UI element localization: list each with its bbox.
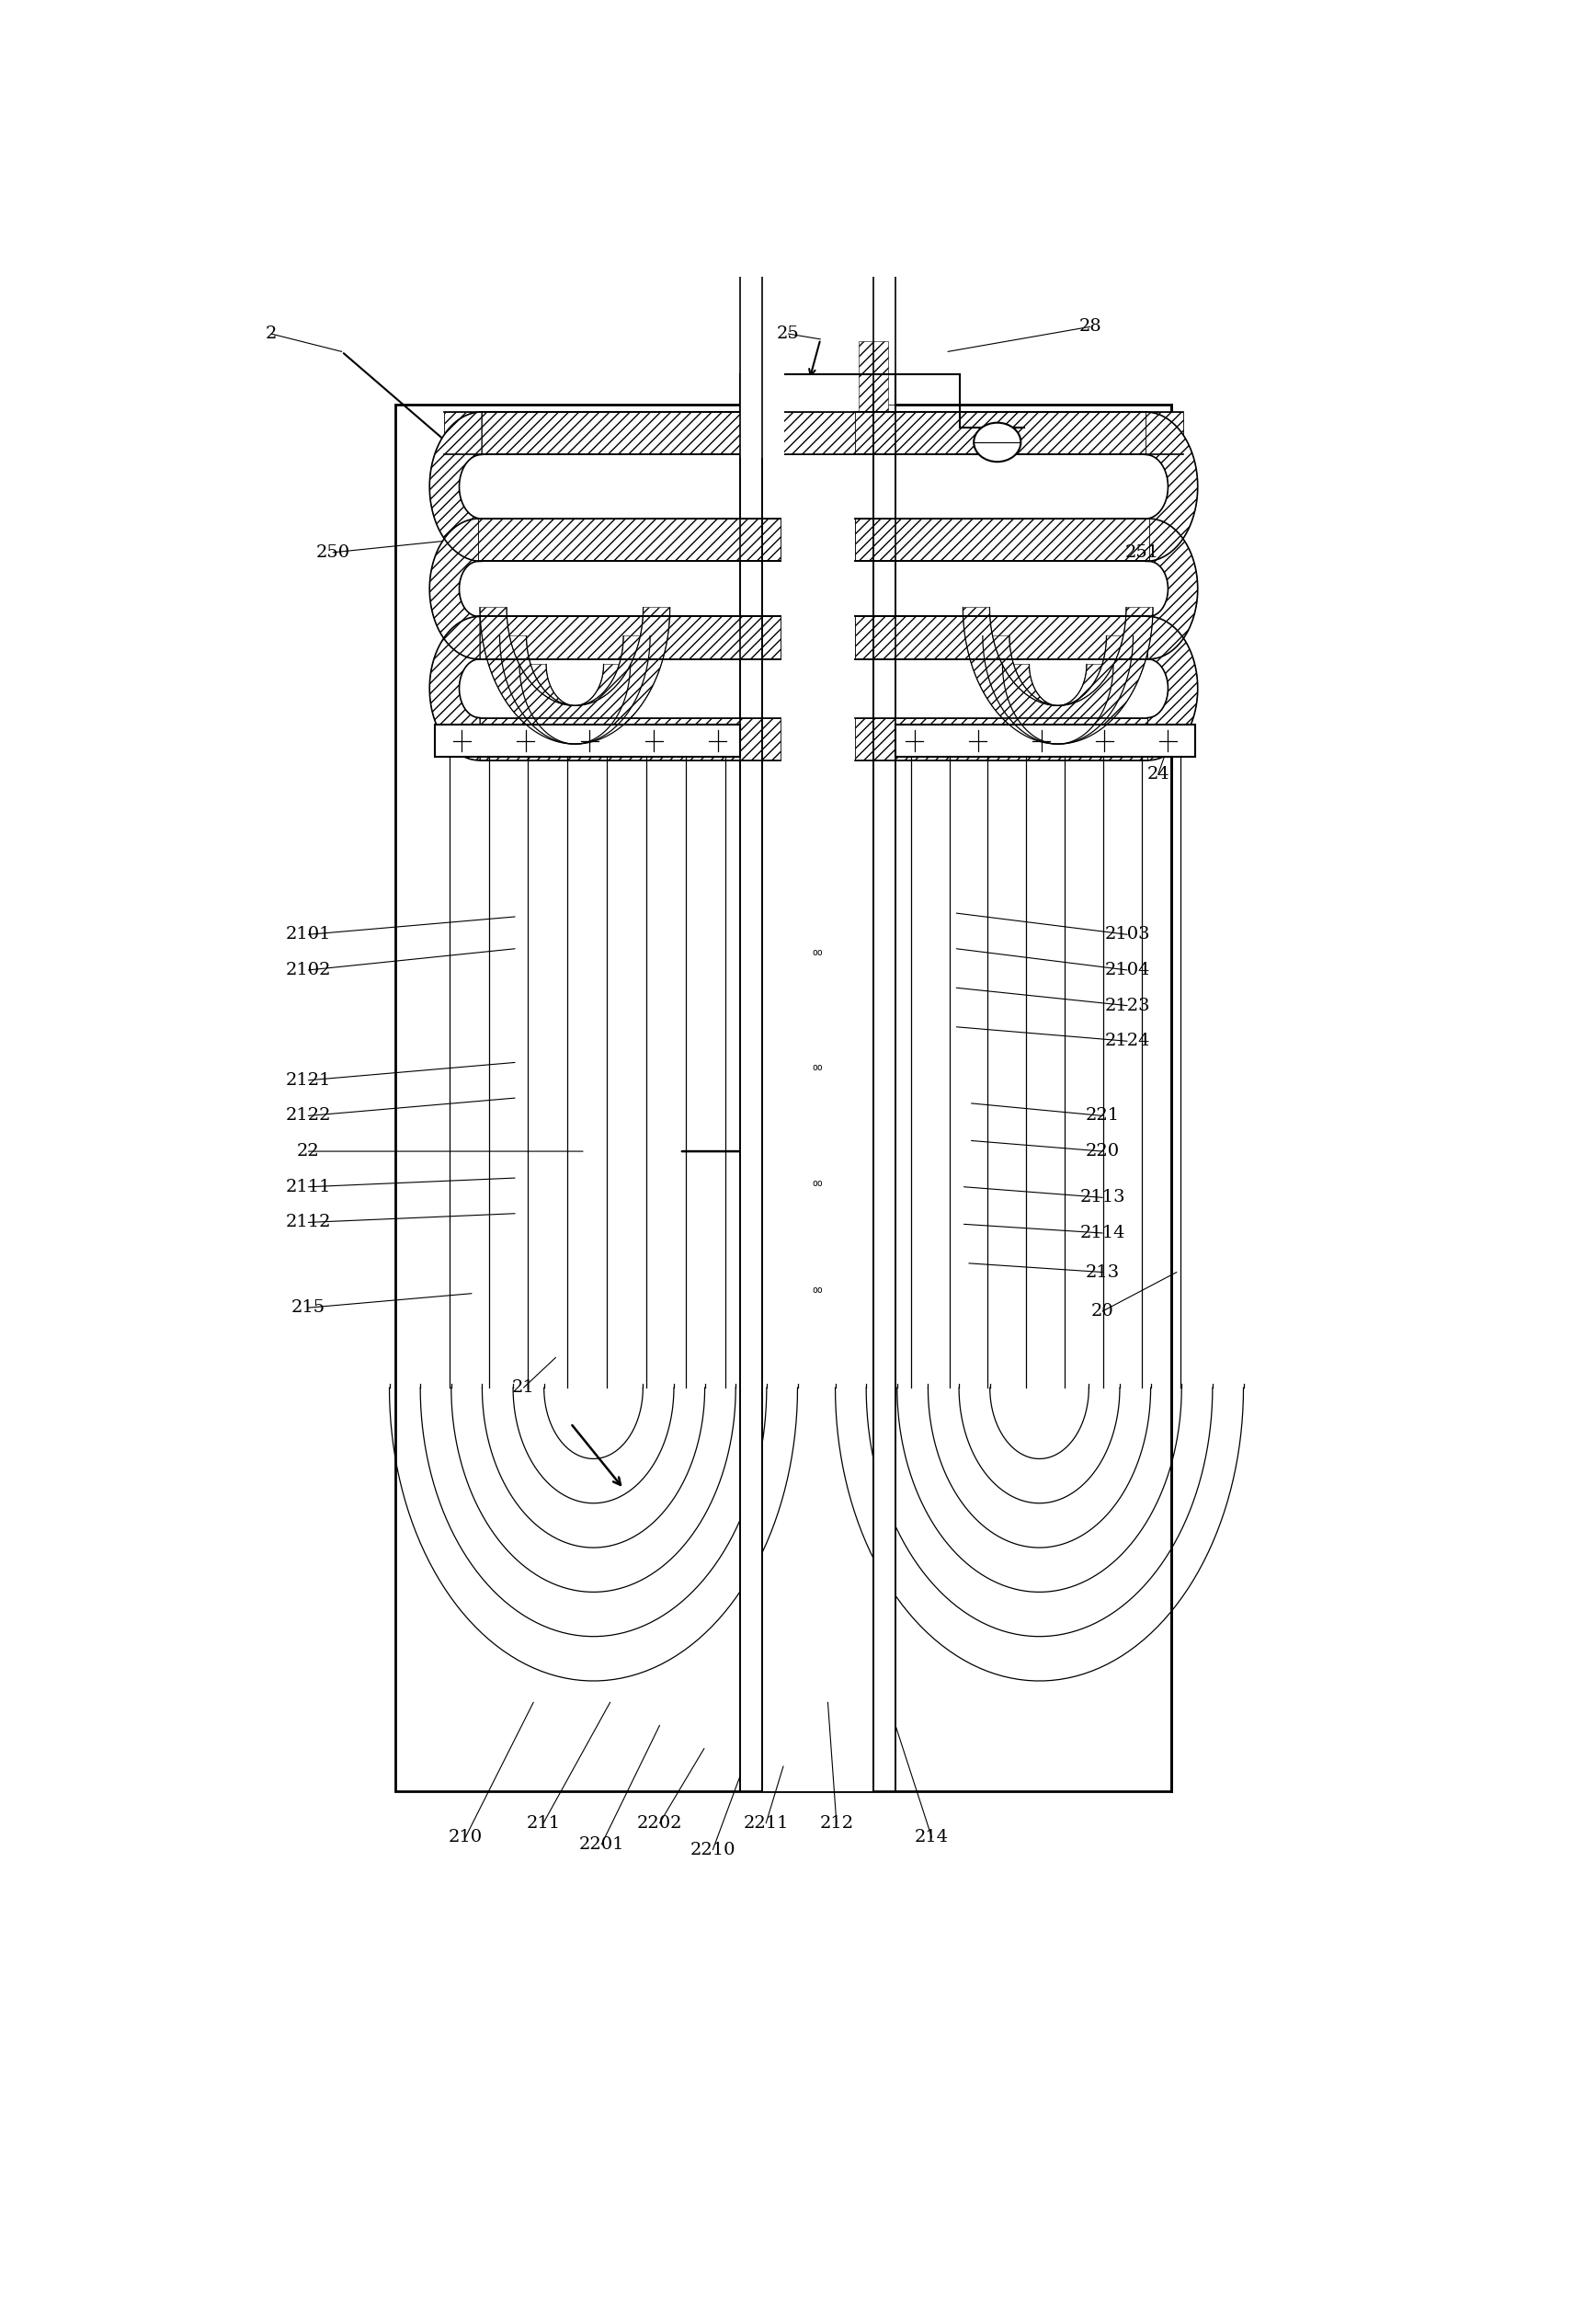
Ellipse shape [974,422,1021,462]
Text: 210: 210 [448,1828,482,1846]
Bar [855,413,1146,455]
Text: 2123: 2123 [1104,997,1151,1013]
Text: 28: 28 [1079,319,1101,335]
Bar [741,404,763,1791]
Text: 21: 21 [512,1380,535,1396]
Text: 2112: 2112 [286,1214,330,1230]
Text: 2211: 2211 [744,1814,788,1830]
Text: oo: oo [812,949,824,958]
Text: 214: 214 [915,1828,948,1846]
Polygon shape [1146,413,1197,561]
Bar [855,616,1149,660]
Text: 2104: 2104 [1104,962,1151,979]
Polygon shape [519,665,630,743]
Text: 24: 24 [1146,766,1170,782]
Text: 215: 215 [292,1299,326,1316]
Text: 250: 250 [316,545,350,561]
Text: 220: 220 [1085,1142,1119,1159]
Bar [482,519,780,561]
Bar [855,616,1148,660]
Text: 2102: 2102 [286,962,330,979]
Text: 2201: 2201 [579,1837,624,1853]
Bar [480,616,780,660]
Text: 2210: 2210 [689,1842,736,1858]
Text: 2124: 2124 [1104,1034,1151,1050]
Text: oo: oo [812,1286,824,1295]
Polygon shape [429,413,482,561]
Bar [480,718,780,759]
Polygon shape [429,616,480,759]
Polygon shape [429,519,479,660]
Bar [855,718,1148,759]
Bar [873,404,895,1791]
Text: oo: oo [812,1179,824,1189]
Text: 2101: 2101 [286,926,330,942]
Text: 212: 212 [819,1814,854,1830]
Text: 251: 251 [1125,545,1159,561]
Text: 2113: 2113 [1079,1189,1125,1205]
Polygon shape [500,637,650,743]
Bar [482,413,780,455]
Text: 22: 22 [297,1142,319,1159]
Bar [741,404,763,1791]
Text: 2103: 2103 [1104,926,1151,942]
Polygon shape [983,637,1133,743]
Text: 2121: 2121 [286,1071,330,1089]
Text: 25: 25 [777,325,800,342]
Text: oo: oo [812,1064,824,1073]
Bar [855,519,1149,561]
Text: 2114: 2114 [1079,1226,1125,1242]
Bar [741,374,895,404]
Polygon shape [480,607,670,743]
Bar [444,413,1183,455]
Text: 2122: 2122 [286,1108,330,1124]
Bar [479,616,780,660]
Text: 221: 221 [1085,1108,1119,1124]
Polygon shape [1148,616,1197,759]
Bar [394,404,1171,1791]
Bar [479,519,780,561]
Text: 213: 213 [1085,1265,1119,1281]
Polygon shape [747,342,777,413]
Bar [741,104,785,459]
Bar [763,404,873,1791]
Text: 2111: 2111 [286,1179,330,1196]
Bar [895,725,1195,757]
Bar [434,725,741,757]
Polygon shape [962,607,1152,743]
Text: 211: 211 [527,1814,560,1830]
Bar [873,404,895,1791]
Polygon shape [1149,519,1197,660]
Text: 2: 2 [265,325,278,342]
Text: 20: 20 [1092,1304,1114,1320]
Bar [855,519,1146,561]
Polygon shape [1002,665,1114,743]
Text: 2202: 2202 [637,1814,683,1830]
Polygon shape [859,342,889,413]
